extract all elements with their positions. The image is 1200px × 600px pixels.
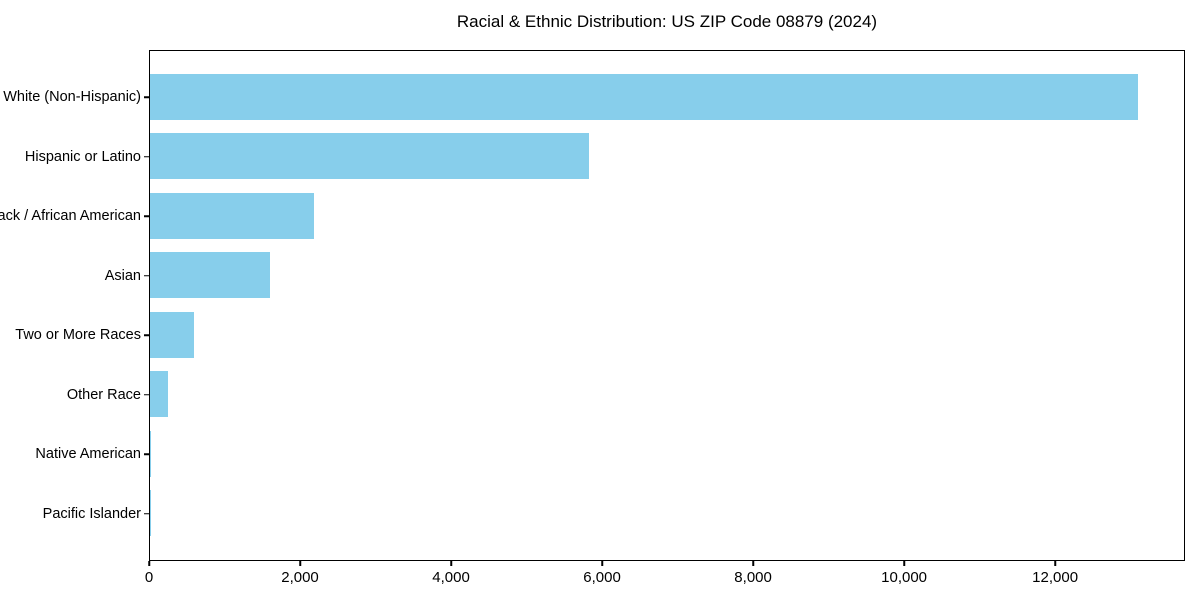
x-tick-label-10000: 10,000	[881, 569, 928, 586]
x-tick-label-6000: 6,000	[583, 569, 621, 586]
x-tick-mark	[752, 561, 754, 566]
y-tick-label-asian: Asian	[104, 267, 141, 284]
y-tick-label-native-american: Native American	[35, 446, 141, 463]
x-tick-label-4000: 4,000	[432, 569, 470, 586]
y-tick-label-two-or-more-races: Two or More Races	[15, 327, 141, 344]
x-tick-mark	[601, 561, 603, 566]
y-tick-label-other-race: Other Race	[66, 386, 141, 403]
x-tick-mark	[903, 561, 905, 566]
bar-native-american	[150, 430, 151, 477]
x-tick-mark	[148, 561, 150, 566]
y-tick-mark	[144, 274, 149, 277]
x-tick-label-12000: 12,000	[1032, 569, 1079, 586]
x-tick-label-8000: 8,000	[734, 569, 772, 586]
x-tick-mark	[1054, 561, 1056, 566]
bar-two-or-more-races	[150, 311, 194, 358]
y-tick-label-black-african-american: Black / African American	[0, 208, 141, 225]
y-tick-mark	[144, 513, 149, 515]
y-tick-mark	[144, 96, 149, 98]
y-tick-mark	[144, 394, 149, 396]
bar-other-race	[150, 371, 169, 418]
y-tick-mark	[144, 334, 149, 337]
x-tick-mark	[450, 561, 452, 566]
bar-white-non-hispanic	[150, 73, 1139, 120]
bar-asian	[150, 252, 271, 299]
bar-black-african-american	[150, 192, 314, 239]
y-tick-label-pacific-islander: Pacific Islander	[42, 505, 141, 522]
x-tick-mark	[299, 561, 301, 566]
y-tick-mark	[144, 215, 149, 217]
y-tick-label-white-non-hispanic: White (Non-Hispanic)	[3, 89, 141, 105]
bar-hispanic-or-latino	[150, 133, 589, 180]
y-tick-mark	[144, 453, 149, 456]
y-tick-label-hispanic-or-latino: Hispanic or Latino	[24, 148, 141, 165]
plot-area	[149, 50, 1185, 561]
chart-title: Racial & Ethnic Distribution: US ZIP Cod…	[456, 12, 878, 31]
x-tick-label-0: 0	[144, 569, 154, 586]
x-tick-label-2000: 2,000	[281, 569, 319, 586]
y-tick-mark	[144, 155, 149, 158]
